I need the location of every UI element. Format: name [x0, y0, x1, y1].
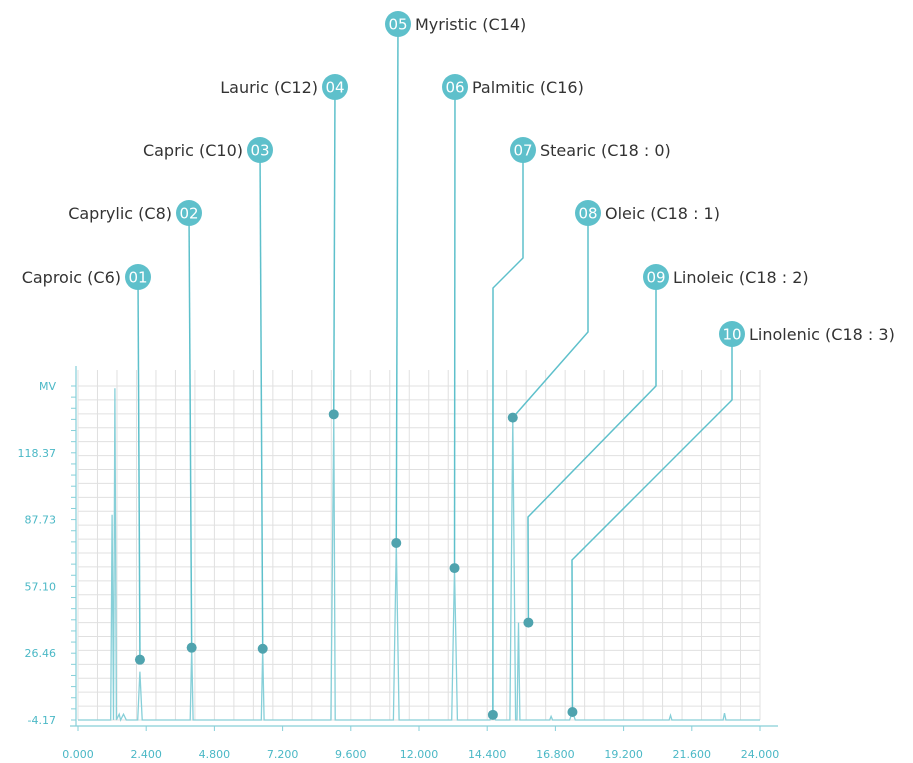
peak-badge-number-04: 04 [325, 79, 344, 97]
peak-label-07: Stearic (C18 : 0) [540, 141, 671, 160]
x-tick-label: 2.400 [130, 748, 162, 761]
peak-badge-06 [442, 74, 468, 100]
peak-leader-lines [137, 23, 733, 715]
peak-marker-05 [391, 538, 402, 549]
peak-marker-08 [507, 412, 518, 423]
leader-line-07 [492, 150, 524, 715]
peak-label-05: Myristic (C14) [415, 15, 526, 34]
x-tick-label: 21.600 [673, 748, 712, 761]
peak-label-08: Oleic (C18 : 1) [605, 204, 720, 223]
peak-marker-07 [487, 709, 498, 720]
peak-badges: 01 Caproic (C6) 02 Caprylic (C8) 03 Capric (C… [22, 11, 895, 347]
y-tick-label: 118.37 [18, 447, 57, 460]
x-tick-label: 0.000 [62, 748, 94, 761]
x-tick-label: 4.800 [199, 748, 231, 761]
peak-marker-09 [523, 617, 534, 628]
peak-badge-number-07: 07 [513, 142, 532, 160]
peak-badge-07 [510, 137, 536, 163]
y-tick-label: MV [39, 380, 56, 393]
peak-marker-03 [257, 643, 268, 654]
peak-badge-number-09: 09 [646, 269, 665, 287]
leader-line-08 [512, 213, 589, 419]
peak-badge-number-05: 05 [388, 16, 407, 34]
x-axis-ticks: 0.000 2.400 4.800 7.200 9.600 12.000 14.400 16.… [62, 726, 779, 761]
peak-badge-01 [125, 264, 151, 290]
peak-badge-number-08: 08 [578, 205, 597, 223]
y-tick-label: 26.46 [25, 647, 57, 660]
peak-badge-08 [575, 200, 601, 226]
x-tick-label: 19.200 [604, 748, 643, 761]
peak-badge-10 [719, 321, 745, 347]
peak-badge-03 [247, 137, 273, 163]
leader-line-02 [188, 212, 193, 648]
y-tick-label: -4.17 [28, 714, 56, 727]
grid [77, 370, 761, 721]
peak-marker-06 [449, 563, 460, 574]
chromatogram-line [78, 388, 760, 722]
peak-label-10: Linolenic (C18 : 3) [749, 325, 895, 344]
x-tick-label: 7.200 [267, 748, 299, 761]
axes [70, 366, 778, 727]
peak-badge-05 [385, 11, 411, 37]
peak-label-09: Linoleic (C18 : 2) [673, 268, 809, 287]
x-tick-label: 12.000 [400, 748, 439, 761]
peak-badge-number-02: 02 [179, 205, 198, 223]
peak-marker-04 [328, 409, 339, 420]
leader-line-04 [333, 86, 336, 415]
leader-line-03 [259, 149, 264, 649]
peak-badge-09 [643, 264, 669, 290]
y-tick-label: 57.10 [25, 580, 57, 593]
leader-line-01 [137, 276, 141, 660]
leader-line-09 [527, 277, 657, 623]
x-tick-label: 24.000 [741, 748, 780, 761]
peak-markers [134, 409, 578, 720]
x-tick-label: 9.600 [335, 748, 367, 761]
chromatogram-trace [78, 388, 760, 722]
peak-badge-number-10: 10 [722, 326, 741, 344]
peak-label-01: Caproic (C6) [22, 268, 121, 287]
y-tick-label: 87.73 [25, 514, 57, 527]
x-tick-label: 16.800 [536, 748, 575, 761]
leader-line-05 [395, 23, 399, 544]
peak-marker-02 [186, 642, 197, 653]
peak-marker-01 [134, 654, 145, 665]
peak-marker-10 [567, 706, 578, 717]
peak-label-02: Caprylic (C8) [68, 204, 172, 223]
peak-badge-number-06: 06 [445, 79, 464, 97]
peak-badge-number-03: 03 [250, 142, 269, 160]
peak-label-06: Palmitic (C16) [472, 78, 584, 97]
peak-label-04: Lauric (C12) [220, 78, 318, 97]
y-axis-ticks: -4.17 26.46 57.10 87.73 118.37 MV [18, 380, 57, 727]
leader-line-10 [571, 334, 733, 712]
x-tick-label: 14.400 [468, 748, 507, 761]
peak-badge-02 [176, 200, 202, 226]
peak-label-03: Capric (C10) [143, 141, 243, 160]
peak-badge-04 [322, 74, 348, 100]
peak-badge-number-01: 01 [128, 269, 147, 287]
